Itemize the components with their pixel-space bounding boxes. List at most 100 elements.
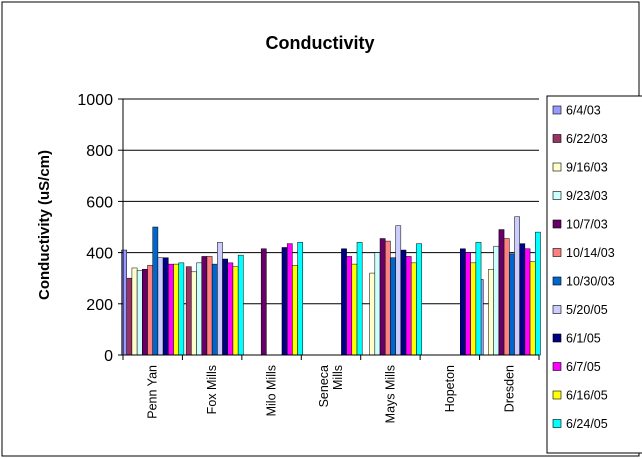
bar-s2-c6 [488,268,494,356]
bar-s9-c6 [524,248,531,356]
bar-s10-c2 [292,265,298,356]
bar-s11-c3 [356,242,363,356]
bar-s4-c0 [142,268,148,356]
bar-s1-c0 [126,277,133,356]
bar-s3-c1 [196,262,202,356]
bar-s3-c6 [493,245,500,356]
bar-s8-c1 [222,258,228,356]
bar-s11-c5 [475,242,482,356]
axes [118,98,540,360]
bar-s4-c4 [379,238,386,356]
bar-s10-c3 [351,263,358,356]
x-category-label-6: Dresden [502,365,516,412]
y-tick-labels: 0 200 400 600 800 1000 [77,92,113,365]
legend-swatch-10 [552,390,562,400]
legend-swatch-9 [552,362,562,371]
legend-swatch-3 [552,191,562,200]
bar-s8-c3 [341,248,347,356]
x-category-label-3-line1: Mills [331,365,345,390]
bar-s7-c1 [217,242,223,356]
chart-title: Conductivity [265,33,374,53]
bar-s2-c0 [131,267,138,356]
bar-s11-c2 [297,242,304,356]
legend-swatch-1 [552,134,562,143]
legend-swatch-8 [552,333,562,343]
bar-s4-c6 [498,229,505,356]
x-category-label-1: Fox Mills [205,365,219,414]
bar-s5-c4 [384,240,391,356]
bar-s9-c0 [168,263,174,356]
legend-swatch-2 [552,162,562,172]
bars [121,216,541,356]
legend-swatch-4 [552,219,562,229]
bar-s9-c5 [465,252,471,356]
bar-s2-c1 [191,271,197,356]
bar-s10-c1 [232,266,239,356]
bar-s4-c2 [260,248,267,356]
bar-s8-c4 [400,249,407,356]
bar-s10-c5 [470,262,477,356]
legend-label-4: 10/7/03 [566,218,608,232]
x-category-labels: Penn Yan Fox Mills Milo Mills Seneca Mills Ma… [146,365,517,423]
bar-s4-c1 [201,256,208,356]
bar-s6-c0 [152,226,159,356]
bar-s3-c4 [374,252,381,356]
bar-s5-c6 [503,238,510,356]
bar-s10-c4 [410,262,417,356]
legend-swatch-7 [552,305,562,314]
bar-s8-c5 [460,248,466,356]
legend-label-7: 5/20/05 [566,303,608,317]
legend-label-8: 6/1/05 [566,332,601,346]
bar-s11-c0 [178,262,185,356]
legend-label-2: 9/16/03 [566,161,608,175]
bar-s3-c0 [136,270,143,356]
bar-s6-c1 [211,263,218,356]
legend-label-6: 10/30/03 [566,275,615,289]
bar-s11-c4 [416,243,422,356]
legend-swatch-5 [552,248,562,257]
y-tick-label-2: 400 [86,246,113,263]
bar-s8-c6 [519,243,526,356]
legend-label-11: 6/24/05 [566,417,608,431]
bar-s5-c0 [147,265,153,356]
y-tick-label-5: 1000 [77,92,113,109]
legend-swatch-0 [552,105,562,115]
y-tick-label-4: 800 [86,143,113,160]
bar-s11-c6 [535,231,541,356]
bar-s9-c4 [405,256,412,356]
legend-label-1: 6/22/03 [566,132,608,146]
bar-s6-c6 [509,253,515,356]
legend-swatch-11 [552,419,562,428]
bar-s5-c1 [206,256,213,356]
legend-label-3: 9/23/03 [566,189,608,203]
x-category-label-3-line0: Seneca [317,365,331,407]
y-tick-label-1: 200 [86,297,113,314]
bar-s8-c0 [162,257,169,356]
x-category-label-2: Milo Mills [265,365,279,416]
bar-s10-c0 [173,263,179,356]
y-tick-label-3: 600 [86,194,113,211]
bar-s6-c4 [390,257,396,356]
bar-s7-c0 [157,257,164,356]
bar-s1-c1 [185,266,192,356]
bar-s2-c4 [369,272,376,356]
bar-s7-c4 [395,225,402,356]
legend-label-5: 10/14/03 [566,246,615,260]
bar-s9-c3 [346,256,353,356]
y-tick-label-0: 0 [104,348,113,365]
bar-s0-c0 [121,249,127,356]
bar-s7-c6 [514,216,520,356]
bar-s9-c2 [286,243,293,356]
x-category-label-5: Hopeton [443,365,457,412]
legend-label-9: 6/7/05 [566,360,601,374]
legend-swatch-6 [552,276,562,286]
legend-box [546,95,642,454]
y-axis-label: Conductivity (uS/cm) [36,150,53,300]
legend-label-10: 6/16/05 [566,389,608,403]
x-category-label-4: Mays Mills [383,365,397,423]
bar-s8-c2 [281,247,288,356]
legend: 6/4/03 6/22/03 9/16/03 9/23/03 10/7/03 10/14/… [546,95,642,454]
x-category-label-0: Penn Yan [146,365,160,419]
bar-s10-c6 [529,261,536,356]
